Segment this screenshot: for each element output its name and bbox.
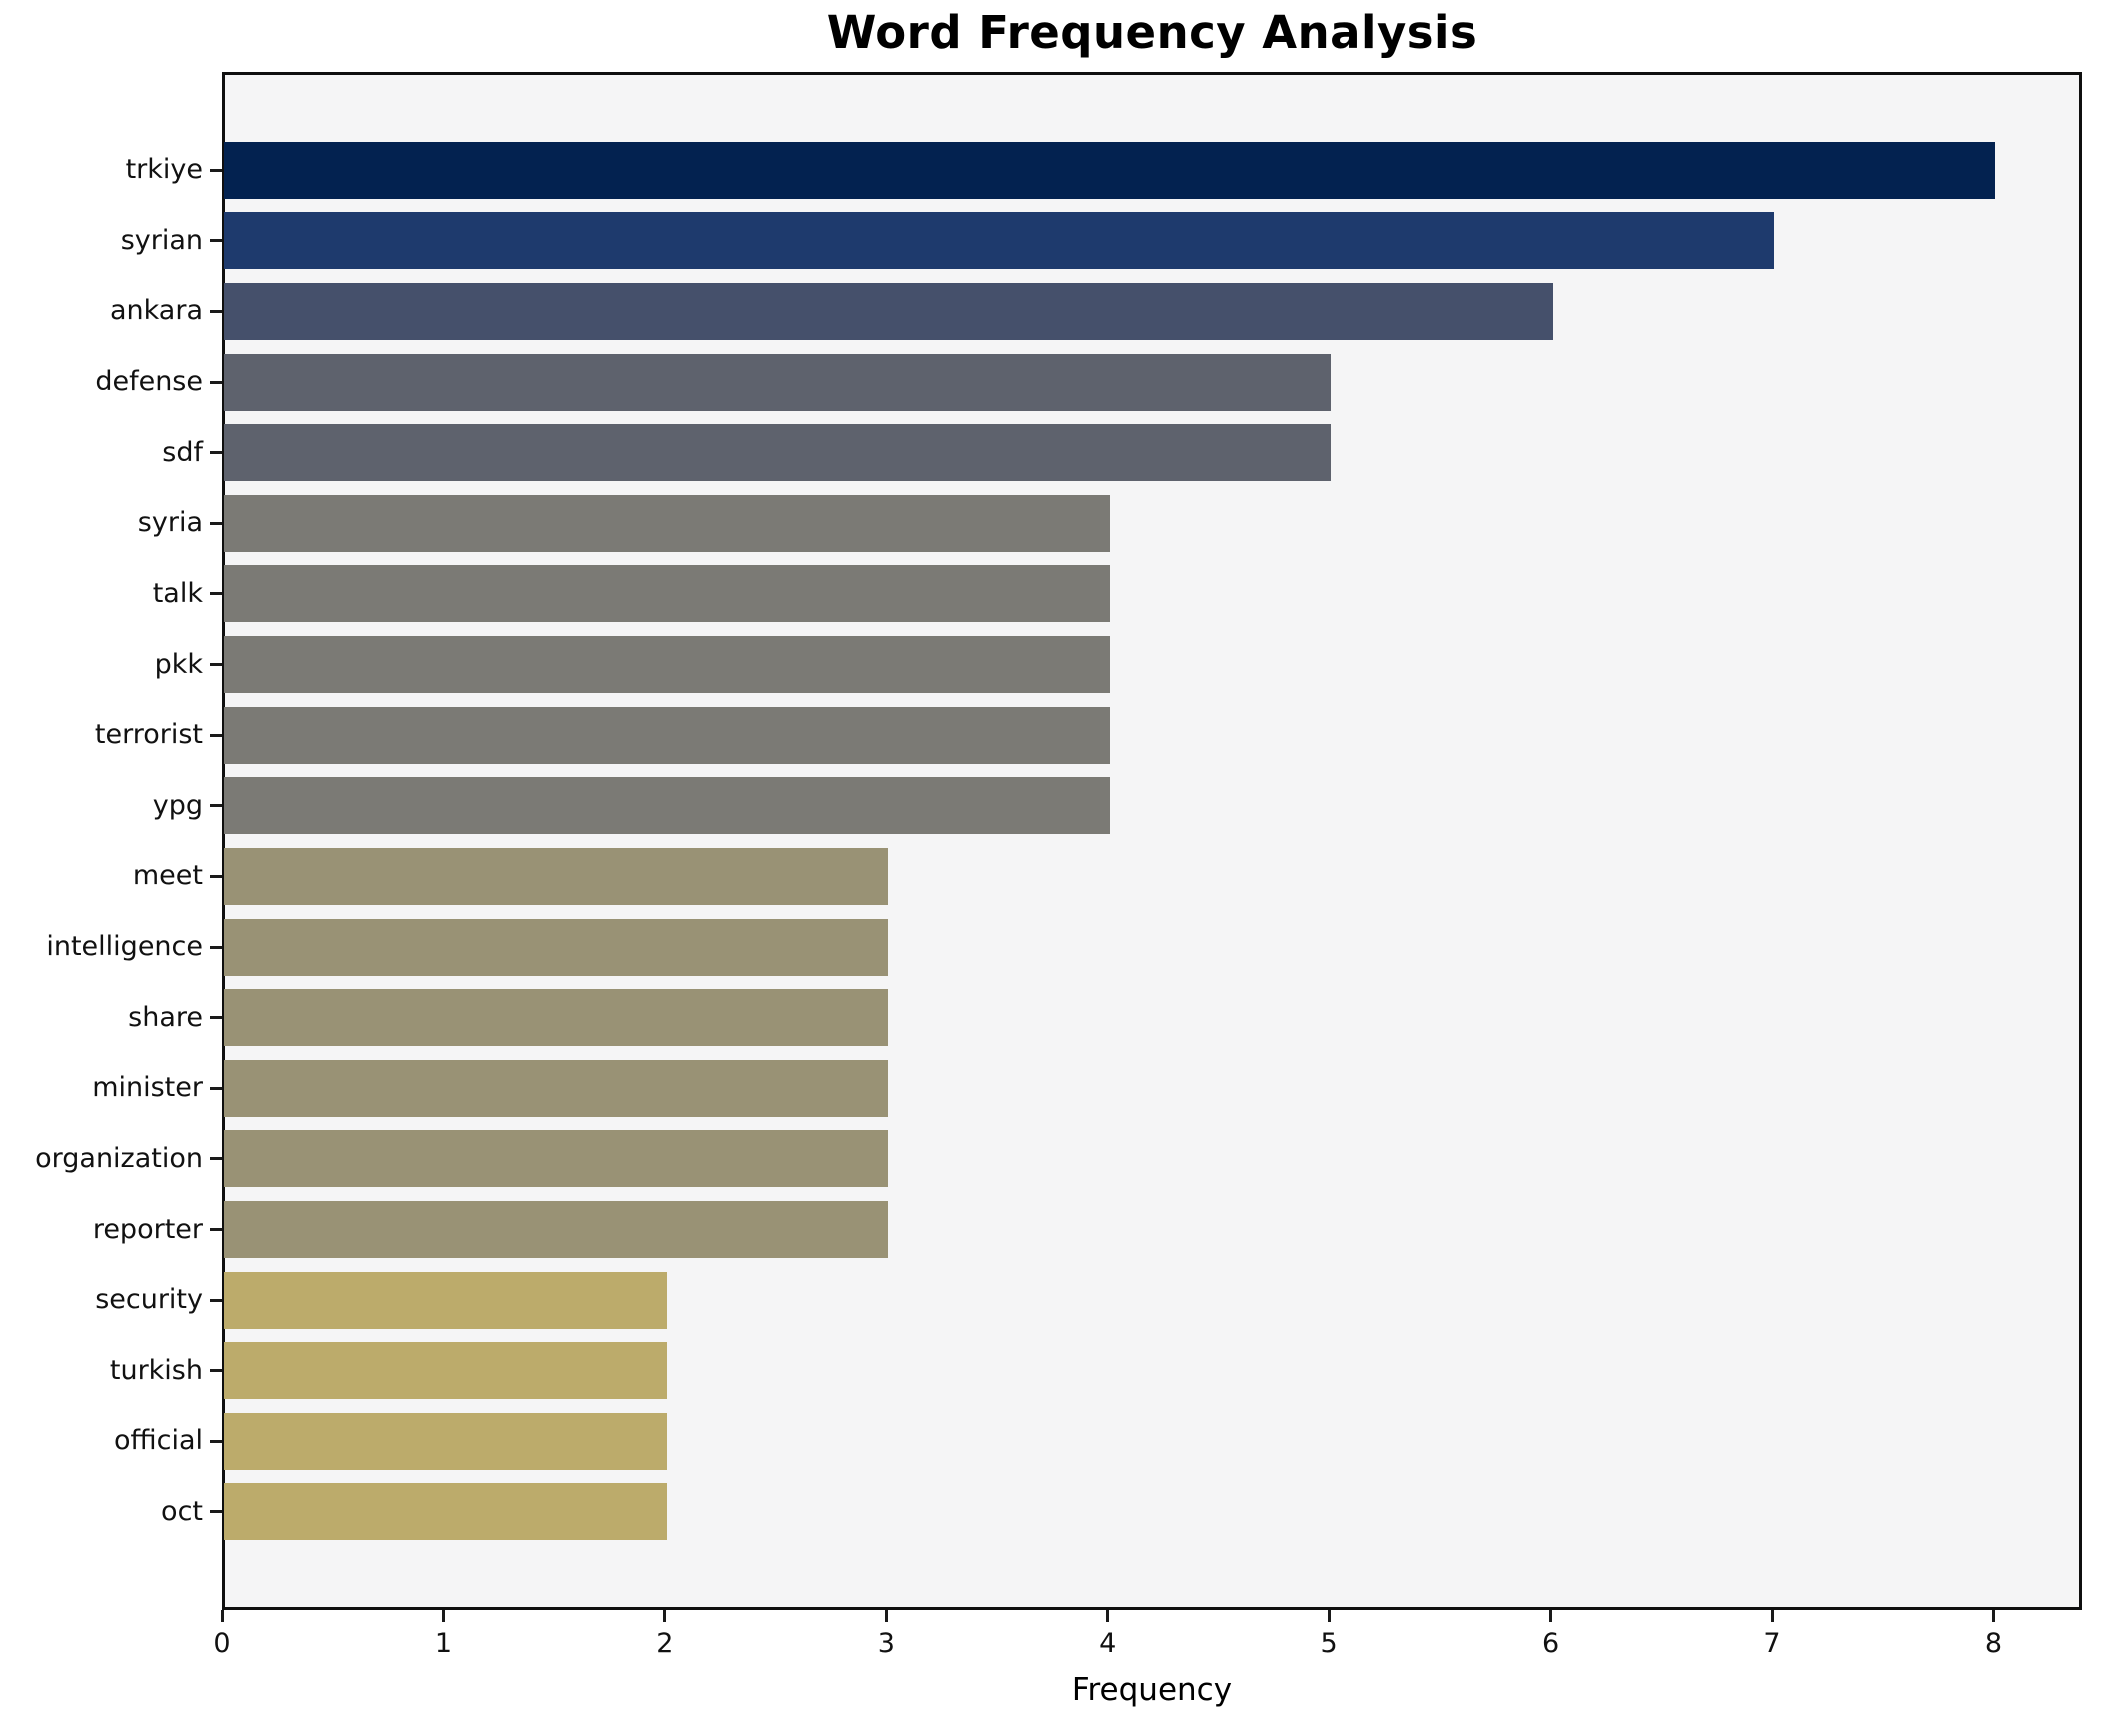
bar-talk bbox=[224, 565, 1110, 623]
y-tick-mark-sdf bbox=[210, 451, 222, 455]
bar-sdf bbox=[224, 424, 1331, 482]
y-tick-mark-syrian bbox=[210, 239, 222, 243]
bar-syrian bbox=[224, 212, 1774, 270]
bar-security bbox=[224, 1271, 667, 1329]
y-tick-label-pkk: pkk bbox=[154, 648, 203, 680]
y-tick-mark-syria bbox=[210, 521, 222, 525]
y-tick-label-reporter: reporter bbox=[92, 1213, 203, 1245]
x-tick-mark-0 bbox=[220, 1610, 224, 1622]
y-tick-mark-share bbox=[210, 1016, 222, 1020]
x-tick-label-4: 4 bbox=[1099, 1628, 1117, 1659]
x-tick-label-6: 6 bbox=[1541, 1628, 1560, 1659]
bar-official bbox=[224, 1412, 667, 1470]
chart-title: Word Frequency Analysis bbox=[826, 6, 1478, 59]
y-tick-label-official: official bbox=[113, 1425, 203, 1457]
y-tick-label-organization: organization bbox=[35, 1142, 203, 1174]
x-tick-label-8: 8 bbox=[1984, 1628, 2003, 1659]
y-tick-mark-official bbox=[210, 1439, 222, 1443]
bar-ankara bbox=[224, 282, 1553, 340]
bar-terrorist bbox=[224, 706, 1110, 764]
x-tick-label-7: 7 bbox=[1763, 1628, 1781, 1659]
y-tick-label-defense: defense bbox=[95, 366, 203, 398]
y-tick-label-trkiye: trkiye bbox=[125, 154, 203, 186]
y-tick-mark-talk bbox=[210, 592, 222, 596]
bar-turkish bbox=[224, 1342, 667, 1400]
x-tick-label-5: 5 bbox=[1320, 1628, 1338, 1659]
bar-minister bbox=[224, 1059, 888, 1117]
y-tick-mark-minister bbox=[210, 1086, 222, 1090]
bar-pkk bbox=[224, 636, 1110, 694]
x-tick-mark-6 bbox=[1549, 1610, 1553, 1622]
x-tick-mark-5 bbox=[1327, 1610, 1331, 1622]
y-tick-mark-ankara bbox=[210, 309, 222, 313]
y-tick-label-ypg: ypg bbox=[152, 789, 203, 821]
bar-share bbox=[224, 989, 888, 1047]
bar-meet bbox=[224, 847, 888, 905]
y-tick-mark-organization bbox=[210, 1157, 222, 1161]
bar-intelligence bbox=[224, 918, 888, 976]
y-tick-mark-trkiye bbox=[210, 168, 222, 172]
x-tick-mark-7 bbox=[1770, 1610, 1774, 1622]
bar-oct bbox=[224, 1483, 667, 1541]
x-tick-label-2: 2 bbox=[656, 1628, 674, 1659]
y-tick-mark-terrorist bbox=[210, 733, 222, 737]
y-tick-mark-intelligence bbox=[210, 945, 222, 949]
bar-reporter bbox=[224, 1201, 888, 1258]
y-tick-label-minister: minister bbox=[92, 1072, 203, 1104]
x-tick-label-0: 0 bbox=[213, 1628, 231, 1659]
y-tick-label-security: security bbox=[95, 1284, 203, 1316]
y-tick-label-turkish: turkish bbox=[109, 1354, 203, 1386]
bar-defense bbox=[224, 353, 1331, 411]
x-tick-label-3: 3 bbox=[877, 1628, 895, 1659]
bar-organization bbox=[224, 1130, 888, 1188]
x-tick-mark-8 bbox=[1991, 1610, 1995, 1622]
y-tick-mark-oct bbox=[210, 1510, 222, 1514]
x-tick-mark-3 bbox=[884, 1610, 888, 1622]
y-tick-label-share: share bbox=[128, 1001, 203, 1033]
y-tick-mark-defense bbox=[210, 380, 222, 384]
x-tick-label-1: 1 bbox=[434, 1628, 453, 1659]
y-tick-mark-security bbox=[210, 1298, 222, 1302]
y-tick-label-oct: oct bbox=[161, 1495, 203, 1527]
y-tick-label-terrorist: terrorist bbox=[94, 719, 203, 751]
y-tick-label-syria: syria bbox=[137, 507, 203, 539]
y-tick-label-sdf: sdf bbox=[162, 436, 203, 468]
y-tick-label-meet: meet bbox=[132, 860, 203, 892]
x-tick-mark-4 bbox=[1106, 1610, 1110, 1622]
y-tick-mark-pkk bbox=[210, 663, 222, 667]
bar-ypg bbox=[224, 777, 1110, 835]
bar-trkiye bbox=[224, 141, 1995, 199]
x-tick-mark-1 bbox=[441, 1610, 445, 1622]
y-tick-label-intelligence: intelligence bbox=[46, 931, 203, 963]
y-tick-label-ankara: ankara bbox=[109, 295, 203, 327]
y-tick-mark-ypg bbox=[210, 804, 222, 808]
x-axis-label: Frequency bbox=[1071, 1672, 1233, 1708]
bar-syria bbox=[224, 494, 1110, 552]
x-tick-mark-2 bbox=[663, 1610, 667, 1622]
y-tick-label-syrian: syrian bbox=[120, 224, 203, 256]
y-tick-mark-meet bbox=[210, 874, 222, 878]
y-tick-label-talk: talk bbox=[152, 577, 203, 609]
y-tick-mark-turkish bbox=[210, 1369, 222, 1373]
y-tick-mark-reporter bbox=[210, 1228, 222, 1231]
